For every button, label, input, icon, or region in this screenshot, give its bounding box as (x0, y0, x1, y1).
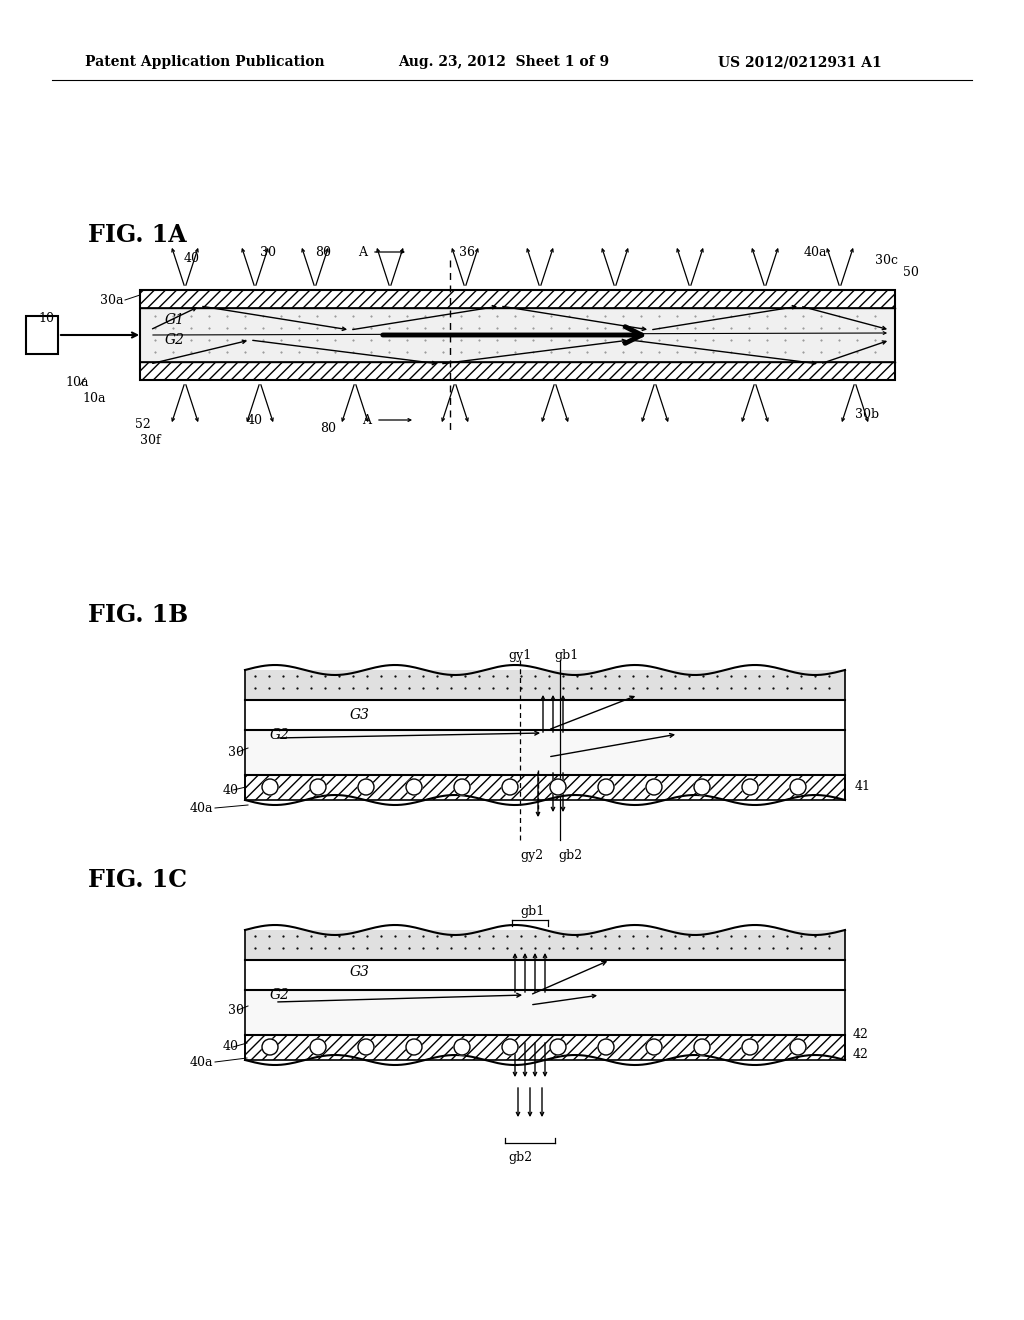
Text: gb2: gb2 (558, 849, 582, 862)
Text: gy2: gy2 (520, 849, 543, 862)
Text: Aug. 23, 2012  Sheet 1 of 9: Aug. 23, 2012 Sheet 1 of 9 (398, 55, 609, 69)
Text: G3: G3 (350, 965, 370, 979)
Text: G3: G3 (350, 708, 370, 722)
Text: 30b: 30b (855, 408, 880, 421)
Circle shape (646, 779, 662, 795)
Text: US 2012/0212931 A1: US 2012/0212931 A1 (718, 55, 882, 69)
Circle shape (454, 779, 470, 795)
Text: G1: G1 (165, 313, 185, 327)
Circle shape (646, 1039, 662, 1055)
Circle shape (790, 1039, 806, 1055)
Text: 10a: 10a (82, 392, 105, 404)
Circle shape (310, 1039, 326, 1055)
Circle shape (262, 779, 278, 795)
Text: G2: G2 (270, 729, 290, 742)
Text: 10: 10 (38, 312, 54, 325)
Bar (245, 931, 845, 960)
Text: 40: 40 (223, 784, 239, 796)
Text: 80: 80 (319, 421, 336, 434)
Text: 41: 41 (855, 780, 871, 793)
Text: 40a: 40a (190, 801, 213, 814)
Circle shape (694, 1039, 710, 1055)
Circle shape (598, 779, 614, 795)
Circle shape (502, 779, 518, 795)
Text: 80: 80 (315, 246, 331, 259)
Bar (245, 1035, 845, 1060)
Circle shape (310, 779, 326, 795)
Circle shape (790, 779, 806, 795)
Text: 30: 30 (228, 1003, 244, 1016)
Bar (140, 362, 895, 380)
Text: 42: 42 (853, 1028, 869, 1041)
Text: 42: 42 (853, 1048, 869, 1061)
Circle shape (358, 1039, 374, 1055)
Text: 10a: 10a (65, 375, 88, 388)
Circle shape (406, 1039, 422, 1055)
Text: 40a: 40a (803, 246, 826, 259)
Text: 40: 40 (247, 413, 263, 426)
Text: 30: 30 (228, 746, 244, 759)
Text: FIG. 1A: FIG. 1A (88, 223, 186, 247)
Text: gb1: gb1 (554, 648, 579, 661)
Text: G2: G2 (165, 333, 185, 347)
Circle shape (454, 1039, 470, 1055)
Text: A: A (362, 413, 371, 426)
Bar (140, 290, 895, 308)
Circle shape (742, 779, 758, 795)
Text: 52: 52 (135, 418, 151, 432)
Bar (26, 315, 58, 354)
Circle shape (742, 1039, 758, 1055)
Bar (140, 290, 895, 380)
Text: 40: 40 (184, 252, 200, 264)
Text: 36: 36 (459, 246, 475, 259)
Circle shape (406, 779, 422, 795)
Bar (140, 308, 895, 362)
Circle shape (550, 1039, 566, 1055)
Text: gb2: gb2 (508, 1151, 532, 1163)
Text: 30: 30 (260, 247, 276, 260)
Text: 30a: 30a (100, 293, 124, 306)
Text: 30f: 30f (140, 433, 161, 446)
Text: G2: G2 (270, 987, 290, 1002)
Text: gy1: gy1 (508, 648, 531, 661)
Text: FIG. 1B: FIG. 1B (88, 603, 188, 627)
Text: 30c: 30c (874, 253, 898, 267)
Text: 40a: 40a (190, 1056, 213, 1068)
Circle shape (502, 1039, 518, 1055)
Circle shape (694, 779, 710, 795)
Text: 50: 50 (903, 267, 919, 280)
Text: 40: 40 (223, 1040, 239, 1053)
Bar (245, 671, 845, 700)
Text: A: A (358, 246, 367, 259)
Bar (245, 775, 845, 800)
Text: gb1: gb1 (520, 906, 544, 919)
Text: Patent Application Publication: Patent Application Publication (85, 55, 325, 69)
Circle shape (262, 1039, 278, 1055)
Bar (245, 990, 845, 1035)
Circle shape (550, 779, 566, 795)
Text: FIG. 1C: FIG. 1C (88, 869, 187, 892)
Circle shape (358, 779, 374, 795)
Circle shape (598, 1039, 614, 1055)
Bar (245, 730, 845, 775)
